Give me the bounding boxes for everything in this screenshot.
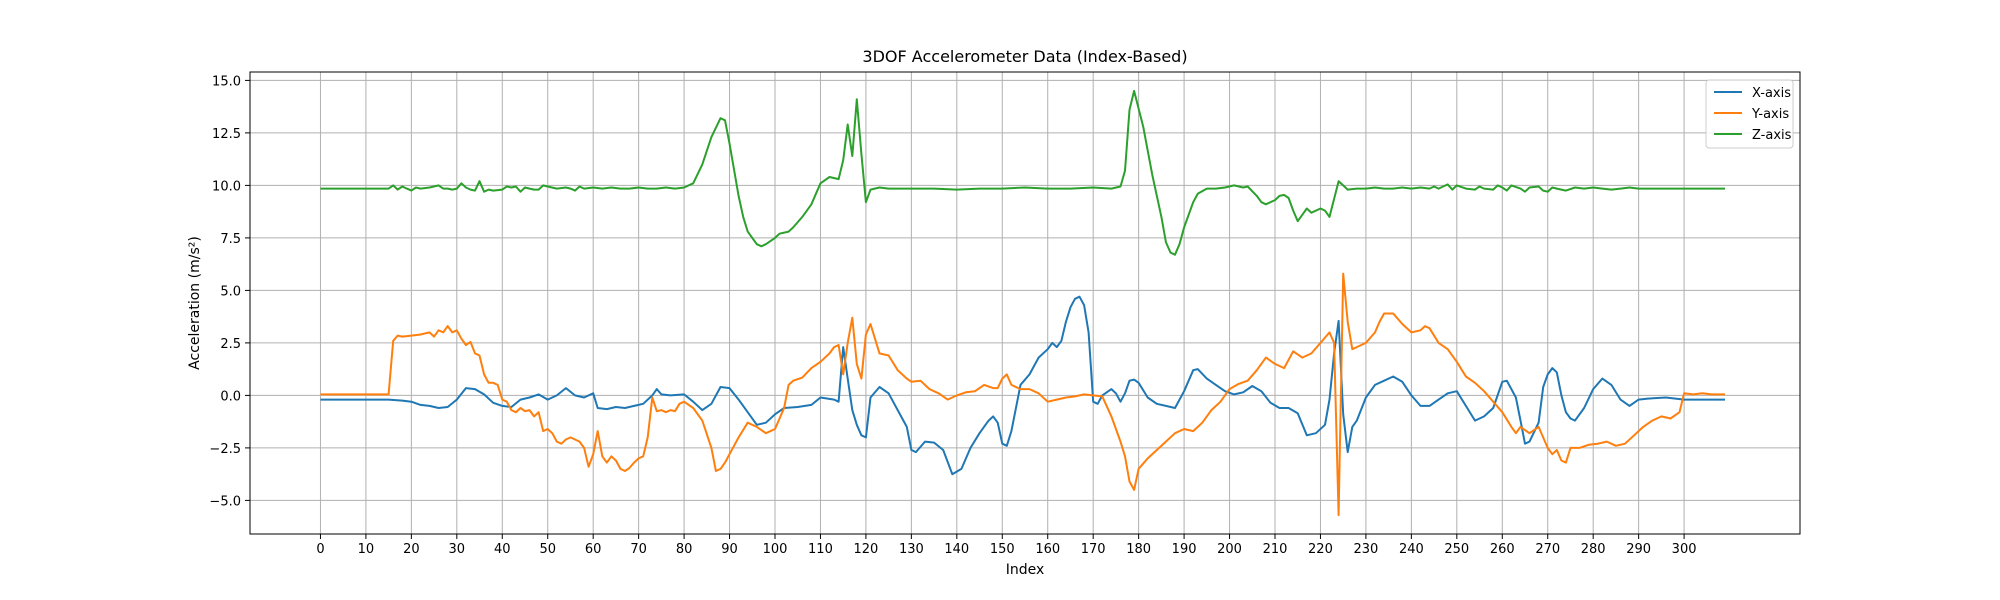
plot-frame (249, 71, 1801, 535)
y-tick-label: 12.5 (212, 127, 241, 142)
x-tick-label: 200 (1217, 542, 1242, 557)
x-tick-label: 210 (1263, 542, 1288, 557)
x-tick-label: 240 (1399, 542, 1424, 557)
x-tick-label: 90 (721, 542, 738, 557)
x-tick-label: 250 (1444, 542, 1469, 557)
legend-label: Z-axis (1752, 128, 1792, 143)
x-tick-label: 110 (808, 542, 833, 557)
series-line-y-axis (320, 272, 1725, 517)
y-tick-label: 7.5 (220, 232, 241, 247)
x-tick-label: 260 (1490, 542, 1515, 557)
y-tick-label: −5.0 (209, 494, 241, 509)
x-tick-label: 220 (1308, 542, 1333, 557)
y-tick-label: −2.5 (209, 442, 241, 457)
grid-lines (250, 72, 1800, 534)
x-tick-label: 120 (853, 542, 878, 557)
x-tick-label: 280 (1581, 542, 1606, 557)
x-tick-label: 100 (763, 542, 788, 557)
x-axis-title: Index (1006, 562, 1045, 578)
y-tick-label: 5.0 (220, 284, 241, 299)
x-tick-label: 130 (899, 542, 924, 557)
x-tick-label: 80 (676, 542, 693, 557)
y-axis-title: Acceleration (m/s²) (187, 236, 203, 370)
x-tick-label: 290 (1626, 542, 1651, 557)
x-tick-label: 180 (1126, 542, 1151, 557)
y-tick-label: 10.0 (212, 179, 241, 194)
y-tick-label: 15.0 (212, 74, 241, 89)
series-line-z-axis (320, 89, 1725, 256)
chart-title: 3DOF Accelerometer Data (Index-Based) (862, 47, 1187, 66)
x-tick-label: 70 (630, 542, 647, 557)
x-tick-label: 50 (539, 542, 556, 557)
x-tick-label: 20 (403, 542, 420, 557)
series-line-x-axis (320, 295, 1725, 476)
x-tick-label: 60 (585, 542, 602, 557)
x-tick-label: 190 (1172, 542, 1197, 557)
x-tick-label: 160 (1035, 542, 1060, 557)
x-tick-label: 30 (449, 542, 466, 557)
legend: X-axis Y-axis Z-axis (1705, 79, 1794, 149)
legend-label: X-axis (1752, 86, 1791, 101)
legend-label: Y-axis (1751, 107, 1789, 122)
tick-marks: 0 10 20 30 40 50 60 70 80 90 100 110 120 130 140 150 160… (209, 74, 1696, 557)
x-tick-label: 270 (1535, 542, 1560, 557)
series-lines (320, 89, 1725, 517)
x-tick-label: 0 (316, 542, 324, 557)
x-tick-label: 150 (990, 542, 1015, 557)
x-tick-label: 170 (1081, 542, 1106, 557)
x-tick-label: 300 (1672, 542, 1697, 557)
legend-box (1705, 79, 1794, 149)
y-tick-label: 2.5 (220, 337, 241, 352)
x-tick-label: 140 (944, 542, 969, 557)
x-tick-label: 40 (494, 542, 511, 557)
x-tick-label: 230 (1353, 542, 1378, 557)
x-tick-label: 10 (358, 542, 375, 557)
y-tick-label: 0.0 (220, 389, 241, 404)
